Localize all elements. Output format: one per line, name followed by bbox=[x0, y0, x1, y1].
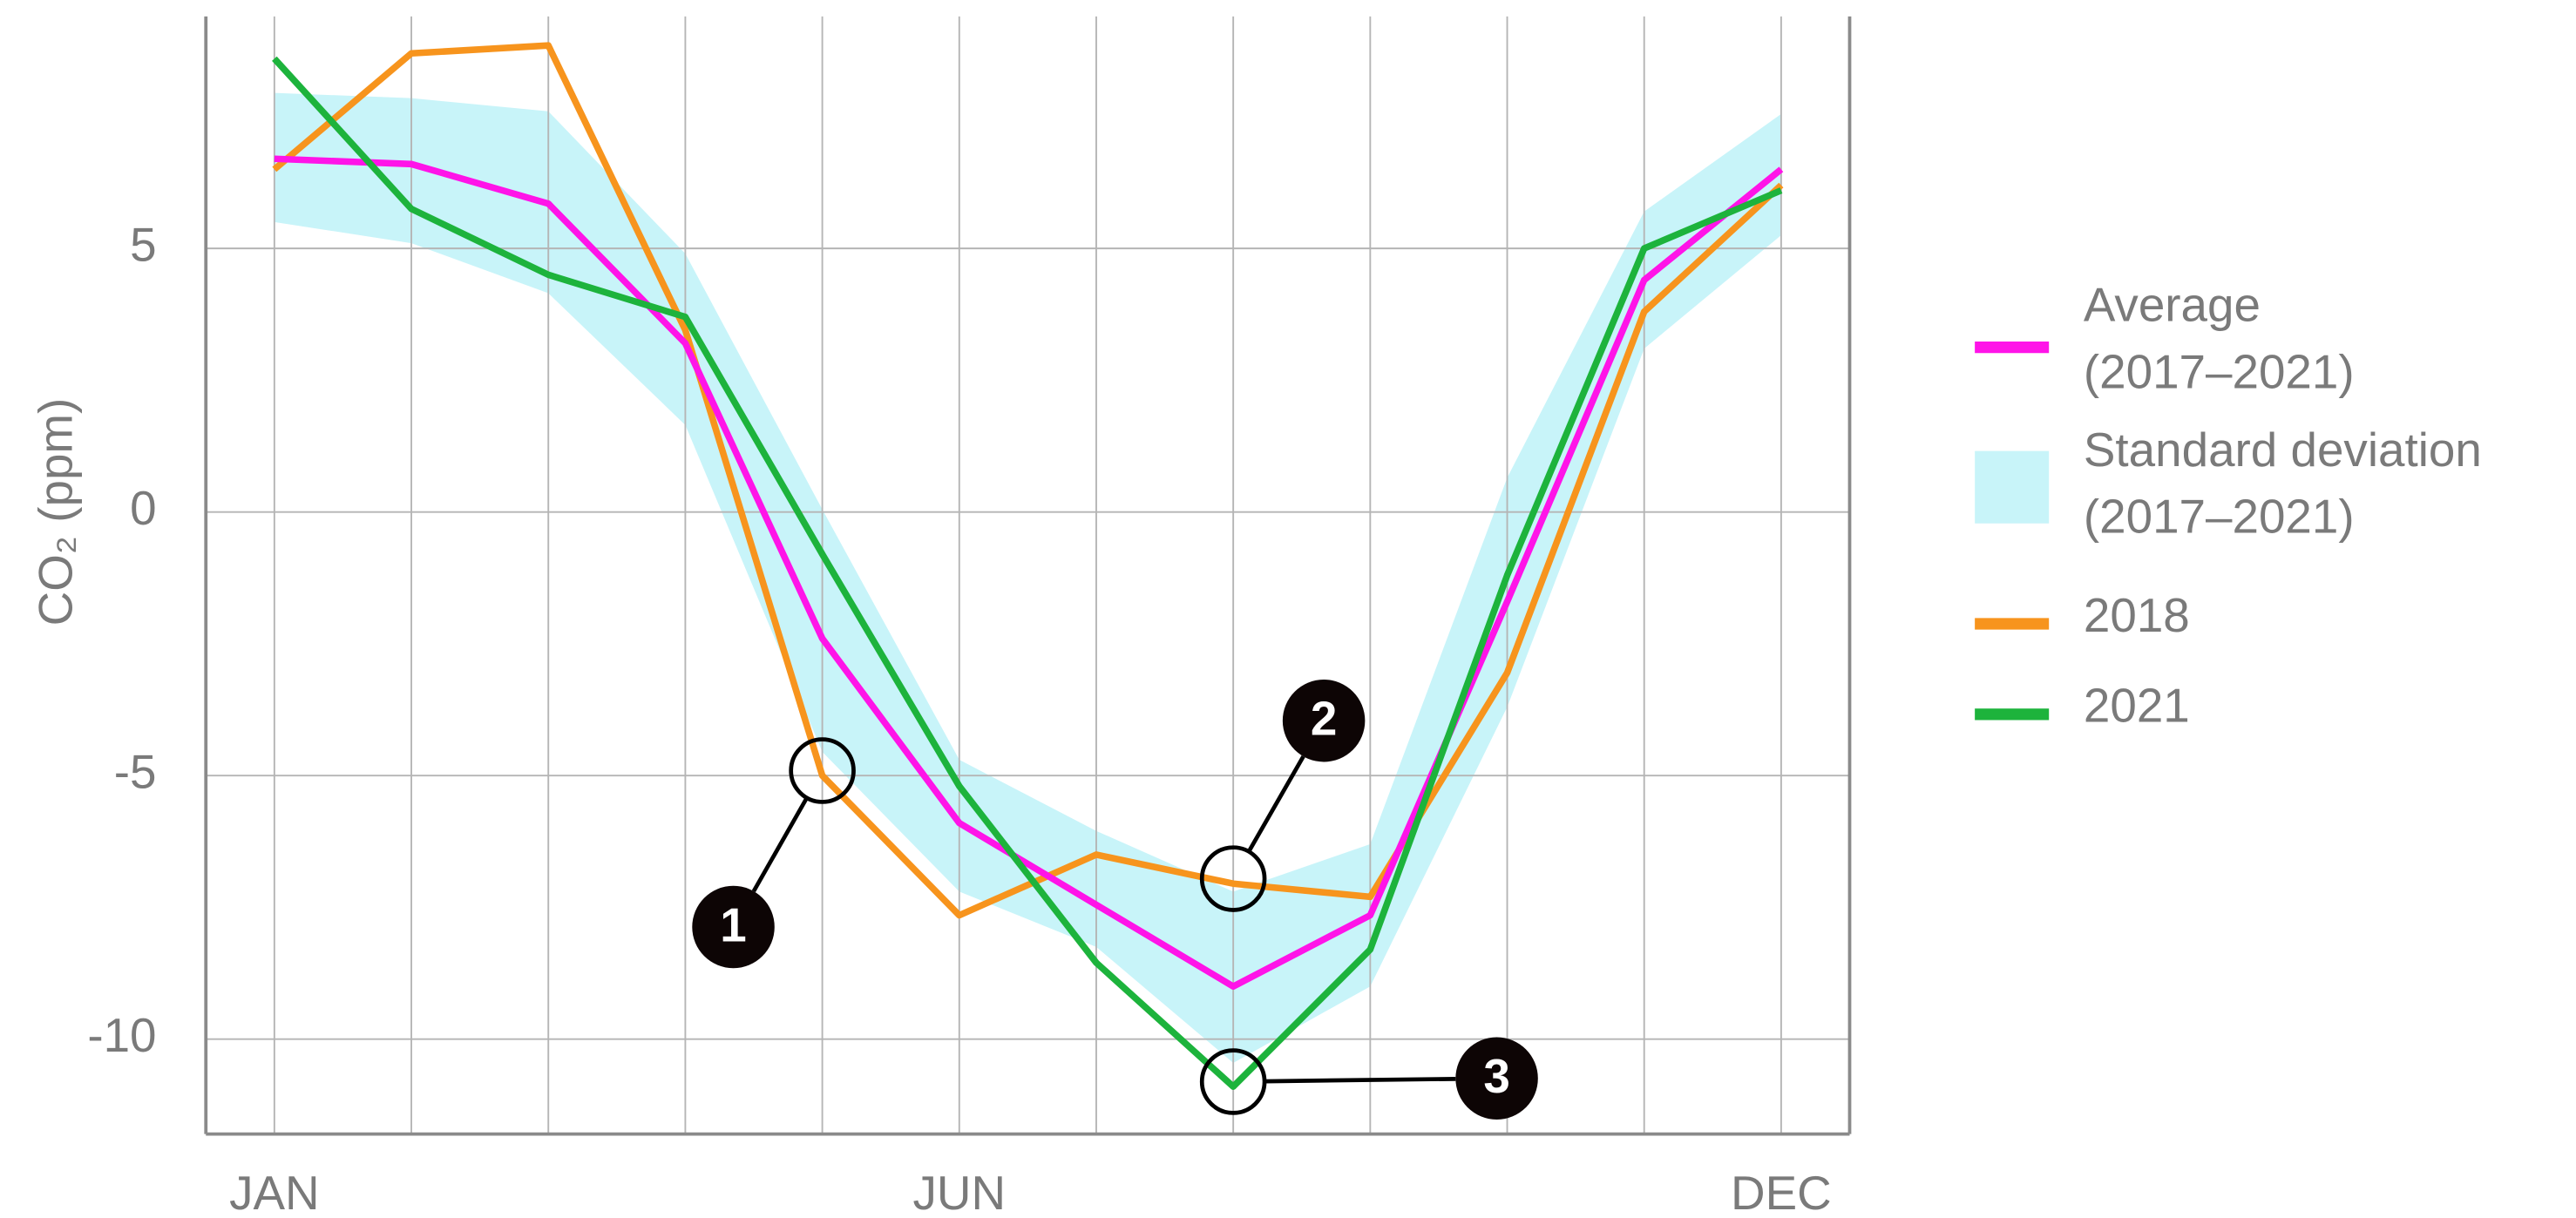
line-series bbox=[274, 155, 1784, 991]
annotation-badge bbox=[1455, 1037, 1538, 1120]
annotation-leader bbox=[1264, 1076, 1456, 1084]
y-tick-label: 5 bbox=[130, 218, 156, 272]
annotation-badge bbox=[692, 885, 775, 969]
x-tick-label: DEC bbox=[1731, 1166, 1832, 1218]
std-band bbox=[274, 92, 1781, 1063]
line-series bbox=[272, 42, 1784, 919]
annotation-ring bbox=[789, 737, 856, 804]
legend-swatch bbox=[1975, 450, 2050, 524]
annotation-number: 3 bbox=[1483, 1049, 1509, 1103]
legend-label: Standard deviation (2017–2021) bbox=[2084, 423, 2482, 544]
annotation-leader bbox=[751, 796, 809, 893]
line-series bbox=[272, 56, 1783, 1090]
annotation-number: 1 bbox=[720, 897, 746, 951]
legend-label: Average (2017–2021) bbox=[2084, 278, 2355, 399]
annotation-number: 2 bbox=[1311, 692, 1337, 746]
legend-label: 2018 bbox=[2084, 588, 2190, 642]
y-tick-label: 0 bbox=[130, 481, 156, 535]
y-tick-label: -10 bbox=[87, 1008, 156, 1062]
annotation-ring bbox=[1199, 845, 1267, 912]
y-tick-label: -5 bbox=[114, 745, 157, 799]
annotation-ring bbox=[1199, 1048, 1267, 1115]
x-tick-label: JUN bbox=[913, 1166, 1007, 1218]
legend-label: 2021 bbox=[2084, 679, 2190, 733]
x-tick-label: JAN bbox=[229, 1166, 320, 1218]
annotation-leader bbox=[1246, 755, 1305, 853]
y-axis-label: CO₂ (ppm) bbox=[29, 398, 83, 626]
annotation-badge bbox=[1282, 679, 1366, 762]
